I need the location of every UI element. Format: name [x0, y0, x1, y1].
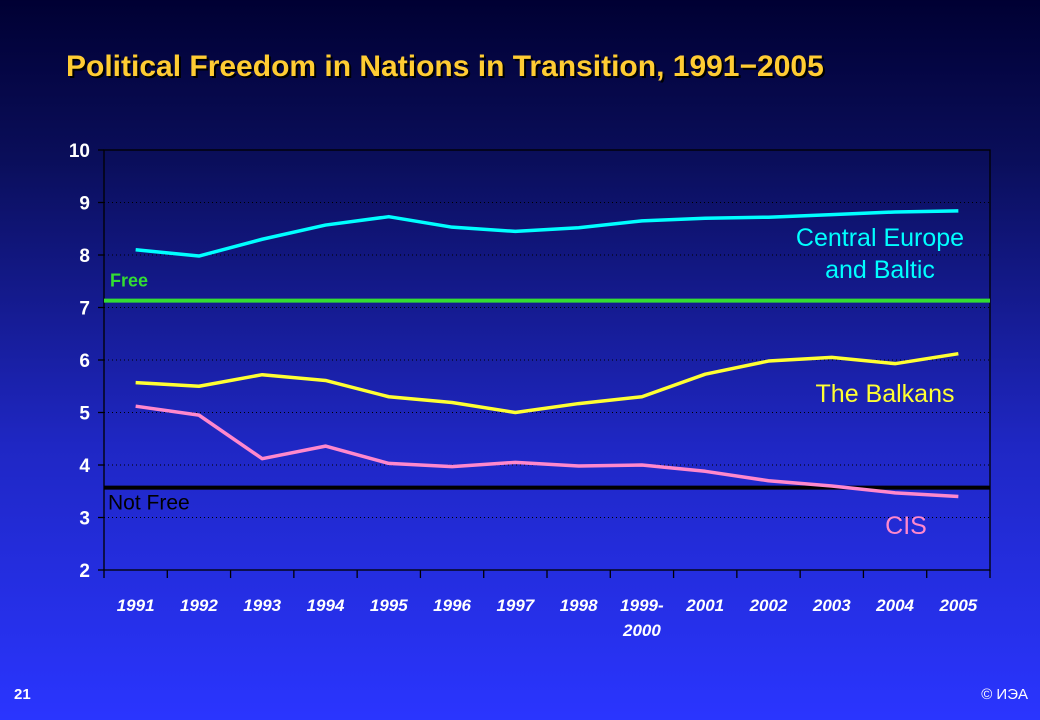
x-tick-label: 2005	[938, 596, 977, 615]
series-line	[135, 351, 959, 415]
threshold-label: Free	[110, 271, 148, 291]
x-tick-label: 1994	[307, 596, 345, 615]
x-tick-label: 1991	[117, 596, 155, 615]
x-tick-label: 1992	[180, 596, 218, 615]
x-tick-label: 2002	[749, 596, 788, 615]
series-label: and Baltic	[825, 256, 935, 284]
series-label: Central Europe	[796, 224, 964, 252]
y-tick-label: 6	[79, 351, 90, 372]
x-tick-label: 2000	[622, 621, 661, 640]
x-tick-label: 1993	[243, 596, 281, 615]
copyright-notice: © ИЭА	[981, 686, 1028, 703]
x-tick-label: 2004	[875, 596, 914, 615]
y-tick-label: 8	[79, 246, 90, 267]
x-tick-label: 1997	[496, 596, 535, 615]
chart-title: Political Freedom in Nations in Transiti…	[66, 50, 824, 83]
x-tick-label: 1998	[560, 596, 598, 615]
series-label: The Balkans	[816, 380, 955, 408]
x-tick-label: 1995	[370, 596, 408, 615]
x-tick-label: 1999-	[620, 596, 664, 615]
y-tick-label: 5	[79, 404, 90, 425]
y-tick-label: 4	[79, 456, 90, 477]
series-line	[135, 404, 959, 499]
y-tick-label: 2	[79, 561, 90, 582]
y-tick-label: 10	[69, 141, 90, 162]
x-tick-label: 1996	[433, 596, 471, 615]
slide-number: 21	[14, 686, 31, 703]
y-tick-label: 9	[79, 194, 90, 215]
x-tick-label: 2001	[685, 596, 724, 615]
series-label: CIS	[885, 512, 927, 540]
y-tick-label: 3	[79, 509, 90, 530]
x-tick-label: 2003	[812, 596, 851, 615]
series-line	[135, 209, 959, 258]
threshold-label: Not Free	[108, 492, 190, 515]
y-tick-label: 7	[79, 299, 90, 320]
